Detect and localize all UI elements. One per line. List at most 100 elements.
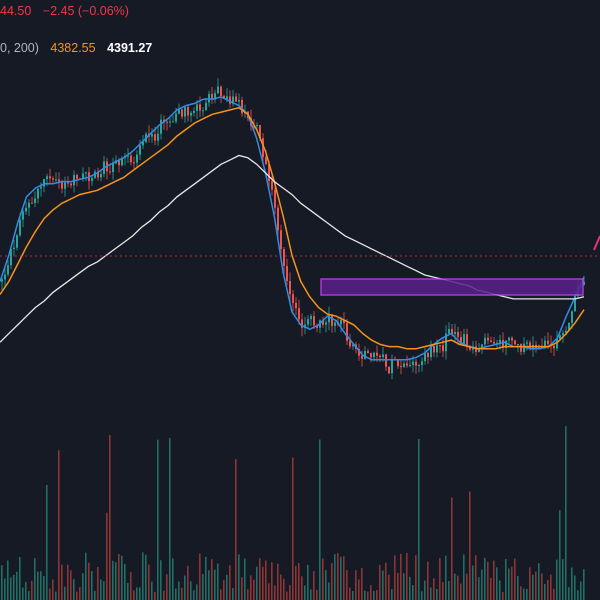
- volume-bar: [361, 568, 363, 600]
- volume-bar: [226, 574, 228, 600]
- candle-body: [121, 157, 123, 166]
- candle-body: [1, 279, 3, 282]
- volume-bar: [493, 560, 495, 600]
- volume-bar: [424, 580, 426, 600]
- candle-body: [559, 335, 561, 339]
- volume-bar: [322, 558, 324, 600]
- volume-bar: [154, 591, 156, 600]
- candle-body: [397, 359, 399, 367]
- volume-bar: [442, 582, 444, 600]
- volume-bar: [517, 576, 519, 600]
- candle-body: [154, 134, 156, 141]
- volume-bar: [457, 575, 459, 600]
- candlesticks: [1, 78, 585, 380]
- candle-body: [478, 348, 480, 352]
- volume-bar: [427, 561, 429, 600]
- candle-body: [43, 179, 45, 187]
- volume-bar: [298, 563, 300, 600]
- volume-bar: [385, 562, 387, 600]
- volume-bar: [250, 575, 252, 600]
- volume-bar: [580, 581, 582, 600]
- volume-bar: [199, 553, 201, 600]
- candle-body: [547, 340, 549, 344]
- volume-bar: [7, 560, 9, 600]
- candle-body: [202, 110, 204, 112]
- volume-bar: [103, 581, 105, 600]
- volume-bar: [82, 573, 84, 600]
- volume-bar: [451, 497, 453, 600]
- candle-body: [175, 113, 177, 122]
- volume-bar: [505, 559, 507, 600]
- candle-body: [484, 337, 486, 345]
- volume-bar: [268, 583, 270, 600]
- price-change-legend: 44.50 −2.45 (−0.06%): [0, 3, 137, 19]
- volume-bar: [286, 591, 288, 600]
- volume-bar: [25, 581, 27, 600]
- volume-bar: [430, 587, 432, 600]
- candle-body: [118, 160, 120, 166]
- volume-bar: [37, 571, 39, 600]
- candle-body: [544, 340, 546, 349]
- candle-body: [322, 320, 324, 325]
- candle-body: [178, 109, 180, 114]
- volume-bar: [136, 587, 138, 600]
- candle-body: [34, 198, 36, 203]
- candle-body: [505, 340, 507, 348]
- candle-body: [19, 219, 21, 236]
- moving-average-lines: [0, 96, 585, 361]
- candle-body: [493, 342, 495, 344]
- volume-bar: [412, 585, 414, 600]
- candle-body: [76, 174, 78, 179]
- volume-bar: [523, 588, 525, 600]
- volume-bar: [583, 569, 585, 600]
- volume-bar: [31, 580, 33, 600]
- candle-body: [256, 125, 258, 127]
- volume-bar: [175, 588, 177, 600]
- volume-bar: [238, 554, 240, 600]
- candle-body: [193, 110, 195, 113]
- volume-bar: [550, 574, 552, 600]
- volume-bar: [445, 555, 447, 600]
- volume-bar: [319, 439, 321, 600]
- resistance-zone-rectangle[interactable]: [320, 278, 584, 296]
- candle-body: [406, 363, 408, 366]
- volume-bar: [421, 591, 423, 600]
- volume-bar: [352, 591, 354, 600]
- candle-body: [421, 361, 423, 366]
- volume-bar: [223, 580, 225, 600]
- volume-bar: [97, 566, 99, 600]
- volume-bar: [379, 565, 381, 600]
- volume-bar: [454, 573, 456, 600]
- volume-bar: [187, 565, 189, 600]
- candle-body: [196, 104, 198, 111]
- volume-bar: [28, 591, 30, 600]
- candle-body: [370, 353, 372, 358]
- candle-body: [10, 249, 12, 266]
- candle-body: [553, 345, 555, 349]
- volume-bar: [10, 577, 12, 600]
- candle-body: [307, 319, 309, 325]
- candle-body: [439, 345, 441, 347]
- candle-body: [298, 308, 300, 320]
- volume-bar: [376, 590, 378, 600]
- volume-bar: [313, 571, 315, 600]
- volume-bar: [118, 554, 120, 600]
- volume-bar: [310, 589, 312, 600]
- volume-bar: [115, 562, 117, 600]
- volume-bar: [439, 558, 441, 600]
- volume-bar: [274, 585, 276, 600]
- moving-average-legend: 0, 200) 4382.55 4391.27: [0, 40, 160, 56]
- volume-bar: [340, 556, 342, 600]
- volume-bar: [403, 573, 405, 600]
- volume-bar: [553, 588, 555, 600]
- candle-body: [286, 265, 288, 281]
- volume-bar: [373, 591, 375, 600]
- volume-bar: [49, 588, 51, 600]
- volume-bar: [94, 590, 96, 600]
- candle-body: [283, 249, 285, 266]
- candle-body: [418, 365, 420, 366]
- volume-bar: [460, 583, 462, 600]
- candle-body: [226, 96, 228, 99]
- volume-bar: [406, 552, 408, 600]
